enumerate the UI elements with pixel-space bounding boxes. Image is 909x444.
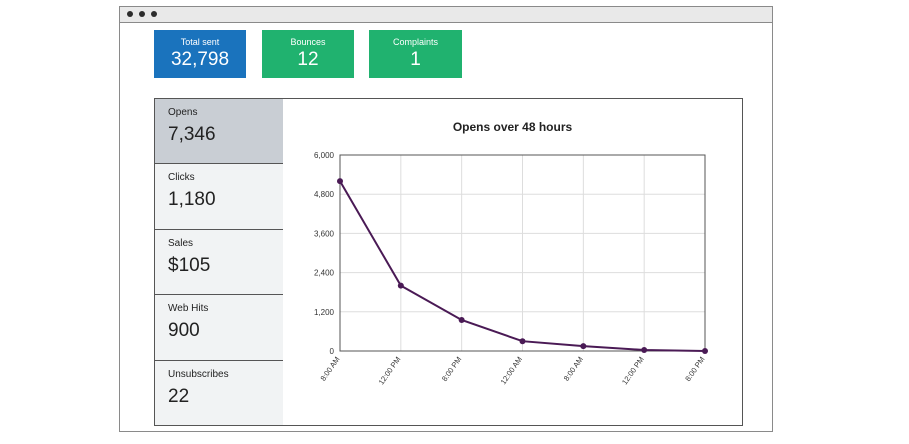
opens-line-chart: 0 1,200 2,400 3,600 4,800 6,000 8:00 AM 12:00 P…: [314, 151, 708, 386]
browser-title-bar: [120, 7, 772, 23]
metric-opens[interactable]: Opens 7,346: [155, 99, 283, 164]
y-tick-label: 6,000: [314, 151, 335, 160]
metric-label: Opens: [168, 107, 198, 118]
y-tick-label: 2,400: [314, 269, 335, 278]
y-tick-label: 3,600: [314, 229, 335, 238]
stat-label: Bounces: [290, 37, 326, 47]
x-tick-label: 8:00 PM: [683, 355, 706, 383]
metric-web-hits[interactable]: Web Hits 900: [155, 295, 283, 361]
metrics-sidebar: Opens 7,346 Clicks 1,180 Sales $105 Web …: [154, 98, 284, 426]
stat-value: 32,798: [170, 49, 230, 70]
stat-value: 12: [297, 49, 319, 70]
opens-data-point: [580, 343, 587, 350]
chart-title: Opens over 48 hours: [452, 120, 573, 134]
stat-value: 1: [410, 49, 421, 70]
chart-panel: Opens over 48 hours 0 1,200 2,400 3,600 4,80…: [283, 98, 743, 426]
metric-value: 1,180: [168, 189, 216, 210]
window-dot-icon: [151, 11, 157, 17]
metric-label: Web Hits: [168, 303, 209, 314]
stat-label: Complaints: [392, 37, 439, 47]
x-tick-label: 12:00 PM: [620, 355, 646, 386]
opens-data-point: [702, 348, 708, 354]
x-tick-label: 12:00 AM: [499, 355, 525, 386]
metric-value: 900: [168, 320, 200, 341]
y-tick-label: 0: [330, 347, 335, 356]
metric-clicks[interactable]: Clicks 1,180: [155, 164, 283, 230]
metric-value: 7,346: [168, 124, 216, 145]
opens-data-point: [641, 347, 648, 354]
opens-data-point: [458, 316, 465, 323]
metric-label: Clicks: [168, 172, 195, 183]
metric-label: Unsubscribes: [168, 369, 229, 380]
metric-label: Sales: [168, 238, 194, 249]
metric-value: $105: [168, 255, 211, 276]
window-dot-icon: [139, 11, 145, 17]
opens-data-point: [519, 338, 526, 345]
plot-frame: [339, 154, 706, 352]
metric-value: 22: [168, 386, 190, 407]
opens-data-point: [397, 282, 404, 289]
y-tick-label: 4,800: [314, 190, 335, 199]
x-tick-label: 8:00 AM: [562, 355, 585, 383]
stat-card-bounces[interactable]: Bounces 12: [262, 30, 354, 78]
browser-window: Total sent 32,798 Bounces 12 Complaints …: [119, 6, 773, 432]
metric-unsubscribes[interactable]: Unsubscribes 22: [155, 361, 283, 425]
window-dot-icon: [127, 11, 133, 17]
stat-card-total-sent[interactable]: Total sent 32,798: [154, 30, 246, 78]
stat-card-complaints[interactable]: Complaints 1: [369, 30, 462, 78]
x-tick-label: 8:00 PM: [440, 355, 463, 383]
x-tick-label: 8:00 AM: [318, 355, 341, 383]
x-tick-label: 12:00 PM: [377, 355, 403, 386]
stat-label: Total sent: [180, 37, 220, 47]
metric-sales[interactable]: Sales $105: [155, 230, 283, 295]
opens-data-point: [337, 178, 343, 185]
y-tick-label: 1,200: [314, 308, 335, 317]
